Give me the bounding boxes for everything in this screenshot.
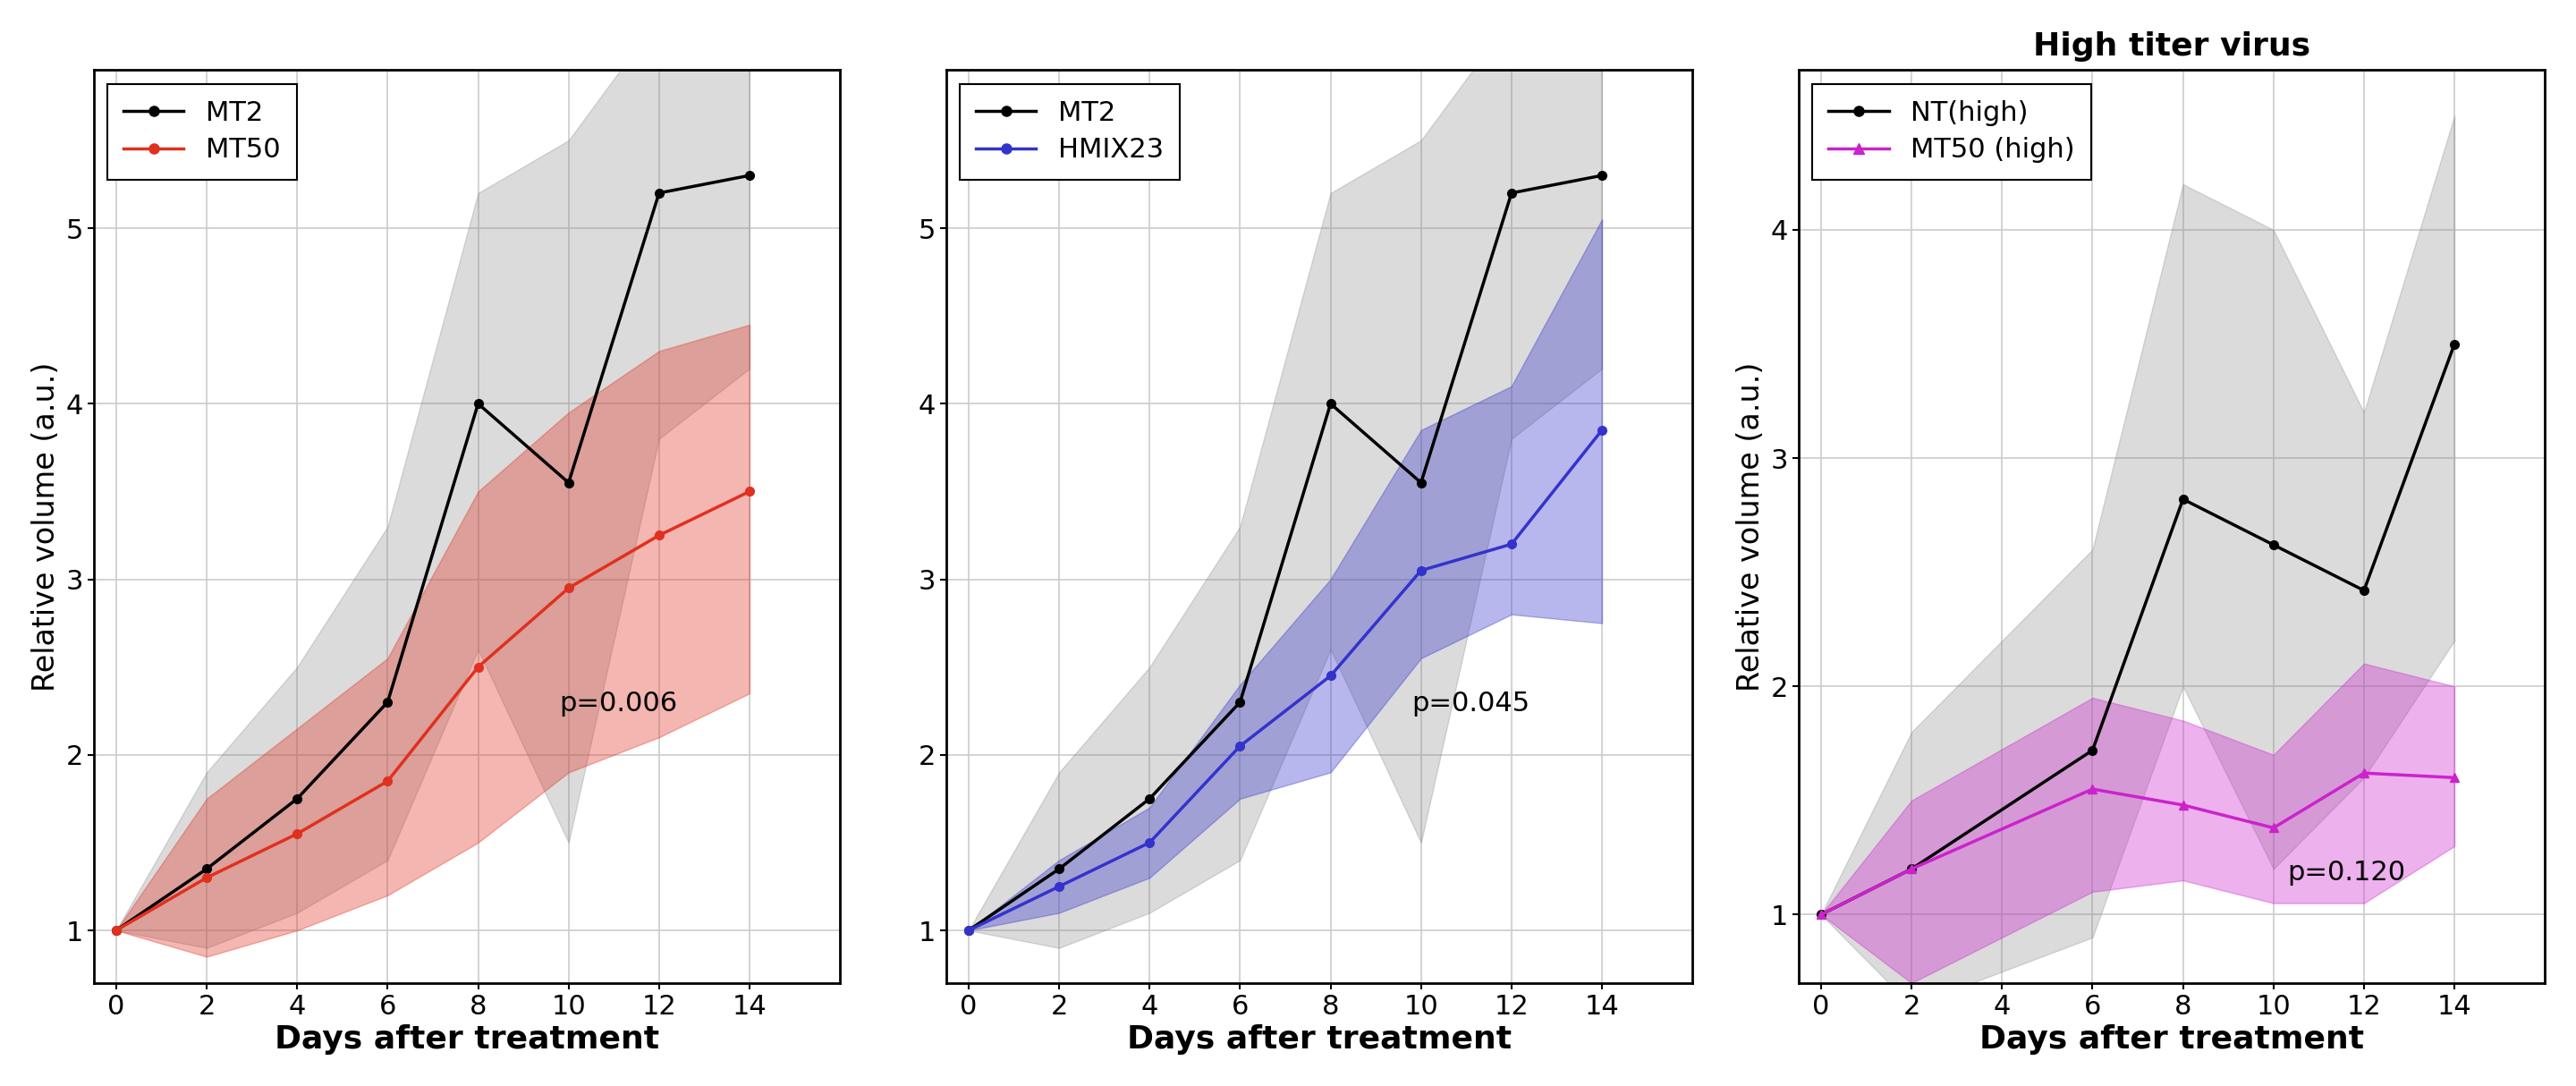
Y-axis label: Relative volume (a.u.): Relative volume (a.u.) (1736, 362, 1765, 692)
Text: p=0.045: p=0.045 (1412, 691, 1530, 717)
Legend: MT2, HMIX23: MT2, HMIX23 (961, 84, 1180, 179)
Text: p=0.006: p=0.006 (559, 691, 677, 717)
Legend: MT2, MT50: MT2, MT50 (108, 84, 296, 179)
X-axis label: Days after treatment: Days after treatment (1978, 1024, 2365, 1055)
X-axis label: Days after treatment: Days after treatment (1126, 1024, 1512, 1055)
Legend: NT(high), MT50 (high): NT(high), MT50 (high) (1811, 84, 2092, 179)
Title: High titer virus: High titer virus (2032, 31, 2311, 62)
Y-axis label: Relative volume (a.u.): Relative volume (a.u.) (31, 362, 62, 692)
X-axis label: Days after treatment: Days after treatment (276, 1024, 659, 1055)
Text: p=0.120: p=0.120 (2287, 860, 2406, 886)
